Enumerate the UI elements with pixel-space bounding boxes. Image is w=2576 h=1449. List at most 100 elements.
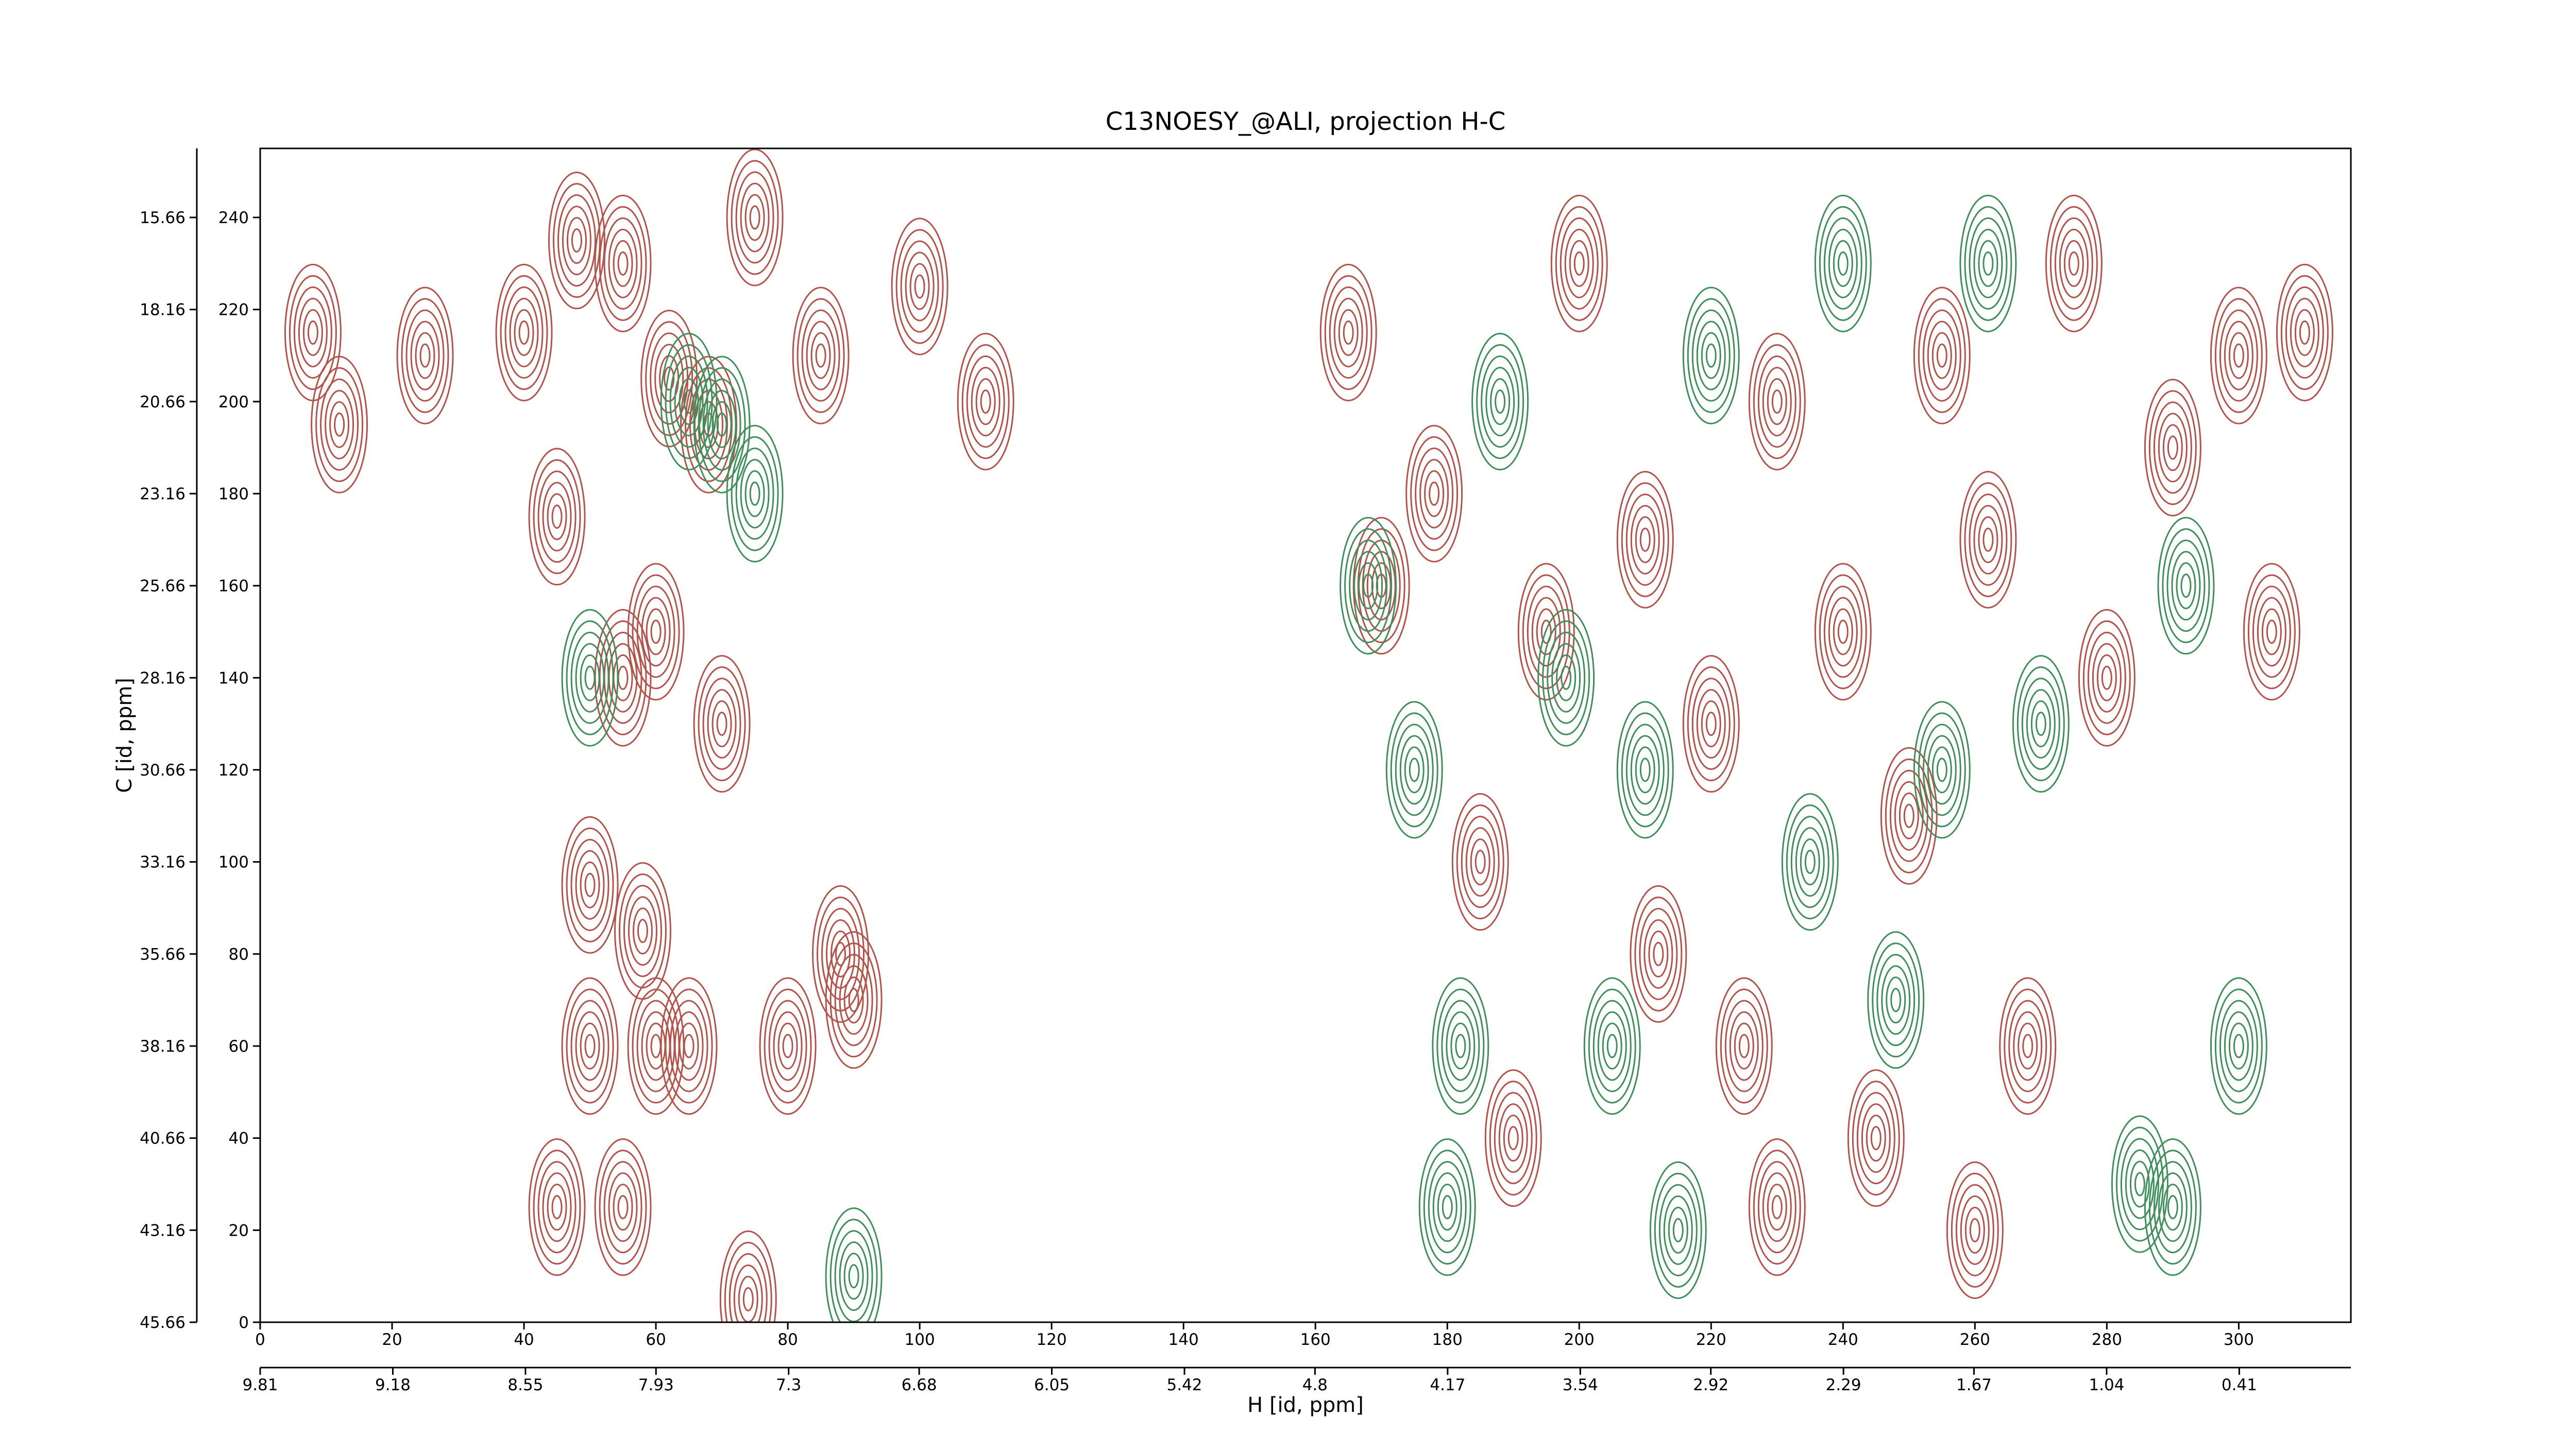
contour-level [594, 194, 652, 332]
contour-level [1918, 712, 1966, 828]
peak [1583, 977, 1641, 1115]
x-tick-label: 60 [646, 1330, 666, 1349]
contour-level [2082, 620, 2131, 735]
contour-level [1395, 723, 1434, 816]
contour-level [1437, 1184, 1458, 1231]
contour-level [1687, 666, 1735, 782]
contour-level [415, 332, 435, 379]
contour-level [733, 1264, 763, 1322]
peak [594, 1138, 652, 1276]
contour-level [2096, 654, 2117, 701]
contour-level [528, 1138, 586, 1276]
contour-level [1771, 1195, 1783, 1220]
peak [1880, 747, 1938, 885]
x2-tick-label: 9.18 [375, 1376, 411, 1394]
contour-level [825, 931, 883, 1069]
contour-level [1687, 298, 1735, 413]
contour-level [2129, 1160, 2150, 1208]
contour-level [2008, 1000, 2047, 1092]
contour-level [1358, 562, 1379, 610]
contour-level [2144, 379, 2201, 517]
contour-level [1663, 1195, 1693, 1265]
contour-level [2021, 678, 2060, 770]
contour-level [679, 378, 699, 425]
contour-level [1734, 1022, 1754, 1070]
contour-level [1639, 757, 1651, 782]
contour-level [665, 988, 713, 1104]
contour-level [1889, 769, 1928, 862]
contour-level [552, 183, 601, 298]
contour-level [975, 378, 996, 425]
x-tick-label: 200 [1564, 1330, 1595, 1349]
contour-level [632, 574, 680, 689]
contour-level [1648, 930, 1669, 978]
contour-level [817, 896, 865, 1012]
contour-level [726, 148, 784, 287]
contour-level [419, 343, 431, 368]
contour-level [1635, 516, 1655, 563]
contour-level [1672, 1218, 1684, 1242]
contour-level [702, 678, 741, 770]
contour-level [580, 1022, 600, 1070]
contour-level [738, 1275, 758, 1322]
contour-level [410, 321, 440, 391]
contour-level [1964, 482, 2012, 597]
contour-level [777, 1022, 798, 1070]
peak [2243, 563, 2300, 701]
contour-level [603, 1161, 642, 1254]
contour-level [1461, 816, 1500, 908]
contour-level [1498, 1103, 1528, 1173]
x-tick-label: 180 [1432, 1330, 1463, 1349]
y2-tick-label: 35.66 [140, 945, 185, 964]
peak [1748, 1138, 1806, 1276]
x2-tick-label: 5.42 [1167, 1376, 1202, 1394]
contour-level [1573, 251, 1585, 276]
contour-level [640, 310, 698, 448]
contour-level [1771, 389, 1783, 414]
contour-level [1982, 527, 1994, 552]
contour-level [1410, 436, 1459, 551]
peak [284, 263, 342, 401]
contour-level [1724, 1000, 1764, 1092]
contour-level [812, 885, 870, 1023]
contour-level [2125, 1149, 2155, 1219]
contour-level [2162, 528, 2210, 644]
peak [614, 862, 671, 1000]
contour-level [1649, 1161, 1707, 1299]
y-tick-label: 100 [218, 853, 249, 872]
x2-tick-label: 2.29 [1826, 1376, 1861, 1394]
contour-level [2290, 297, 2319, 367]
contour-level [1960, 1195, 1990, 1265]
peak [2144, 1138, 2201, 1276]
x2-tick-label: 1.67 [1956, 1376, 1992, 1394]
contour-level [1790, 816, 1829, 908]
contour-level [825, 1207, 883, 1322]
contour-level [623, 885, 662, 978]
x2-tick-label: 7.3 [776, 1376, 801, 1394]
contour-level [2111, 1115, 2168, 1253]
contour-level [1881, 965, 1911, 1035]
peak [2111, 1115, 2168, 1253]
contour-level [334, 412, 345, 437]
peak [528, 448, 586, 586]
contour-level [2233, 1034, 2244, 1058]
contour-level [1561, 665, 1572, 690]
contour-level [1899, 792, 1919, 839]
contour-level [2068, 251, 2079, 276]
x-tick-label: 0 [255, 1330, 265, 1349]
contour-level [1442, 1195, 1453, 1220]
contour-level [613, 1184, 633, 1231]
contour-level [1643, 919, 1673, 989]
contour-level [1748, 332, 1806, 470]
contour-level [289, 275, 337, 390]
contour-level [1753, 1150, 1801, 1265]
contour-level [735, 171, 774, 264]
contour-level [2045, 194, 2103, 332]
contour-level [571, 228, 582, 253]
contour-level [1507, 1126, 1519, 1151]
y-tick-label: 160 [218, 577, 249, 596]
contour-level [1385, 701, 1443, 839]
peak [1682, 287, 1740, 425]
contour-level [1338, 309, 1359, 356]
